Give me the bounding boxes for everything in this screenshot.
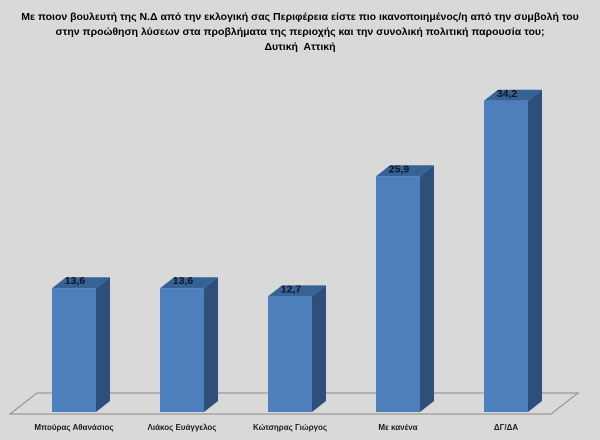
value-label: 13,6 — [173, 275, 194, 287]
bar-group-4: 34,2 ΔΓ/ΔΑ — [484, 88, 542, 432]
category-label: Μπούρας Αθανάσιος — [34, 423, 113, 432]
bar-front-face — [268, 296, 312, 412]
chart-title: Με ποιον βουλευτή της Ν.Δ από την εκλογι… — [0, 10, 600, 55]
bar-group-0: 13,6 Μπούρας Αθανάσιος — [34, 275, 113, 432]
category-label: Με κανένα — [378, 423, 417, 432]
category-label: ΔΓ/ΔΑ — [494, 423, 519, 432]
bar-top-face — [268, 285, 326, 297]
chart-title-line2: στην προώθηση λύσεων στα προβλήματα της … — [55, 26, 545, 38]
bar-side-face — [96, 277, 110, 412]
bar-front-face — [484, 100, 528, 412]
value-label: 13,6 — [65, 275, 86, 287]
bar-group-3: 25,9 Με κανένα — [376, 163, 434, 432]
value-label: 25,9 — [389, 163, 410, 175]
chart-floor — [8, 392, 580, 415]
bar-group-1: 13,6 Λιάκος Ευάγγελος — [148, 275, 218, 432]
bar-top-face — [484, 89, 542, 101]
bar-front-face — [160, 288, 204, 412]
bar-top-face — [376, 165, 434, 177]
bar-top-face — [52, 277, 110, 289]
bar-group-2: 12,7 Κώτσηρας Γιώργος — [253, 283, 327, 432]
bar-side-face — [528, 89, 542, 412]
bar-front-face — [376, 176, 420, 412]
bar-front-face — [52, 288, 96, 412]
bar-side-face — [204, 277, 218, 412]
bar-top-face — [160, 277, 218, 289]
value-label: 12,7 — [281, 283, 302, 295]
chart-subtitle: Δυτική Αττική — [264, 41, 336, 53]
bar-side-face — [420, 165, 434, 412]
value-label: 34,2 — [497, 88, 518, 100]
bar-side-face — [312, 285, 326, 412]
category-label: Κώτσηρας Γιώργος — [253, 423, 327, 432]
category-label: Λιάκος Ευάγγελος — [148, 423, 217, 432]
chart-title-line1: Με ποιον βουλευτή της Ν.Δ από την εκλογι… — [21, 11, 579, 23]
